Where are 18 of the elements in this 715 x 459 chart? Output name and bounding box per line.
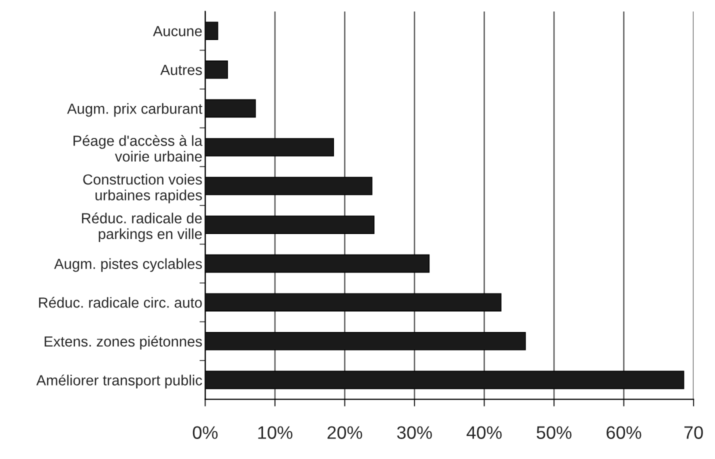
y-tick-label: Augm. pistes cyclables — [54, 258, 202, 272]
x-tick-label: 70 — [684, 426, 703, 439]
y-tick-label: Construction voies urbaines rapides — [83, 174, 202, 204]
x-tick-label: 10% — [258, 426, 292, 439]
x-tick-label: 40% — [466, 426, 502, 439]
y-tick-label: Autres — [160, 64, 202, 76]
y-tick-label: Réduc. radicale de parkings en ville — [82, 212, 202, 242]
y-tick-label: Extens. zones piétonnes — [44, 336, 202, 350]
y-tick-label: Réduc. radicale circ. auto — [39, 296, 202, 308]
x-tick-label: 30% — [397, 426, 432, 439]
y-tick-label: Améliorer transport public — [36, 374, 202, 388]
y-tick-label: Augm. prix carburant — [67, 103, 202, 117]
x-tick-label: 0% — [192, 426, 218, 439]
x-tick-label: 20% — [328, 426, 362, 439]
x-tick-label: 50% — [536, 426, 572, 439]
y-tick-label: Aucune — [153, 26, 202, 36]
y-tick-label: Péage d'accèss à la voirie urbaine — [74, 135, 202, 162]
x-tick-label: 60% — [606, 426, 642, 439]
